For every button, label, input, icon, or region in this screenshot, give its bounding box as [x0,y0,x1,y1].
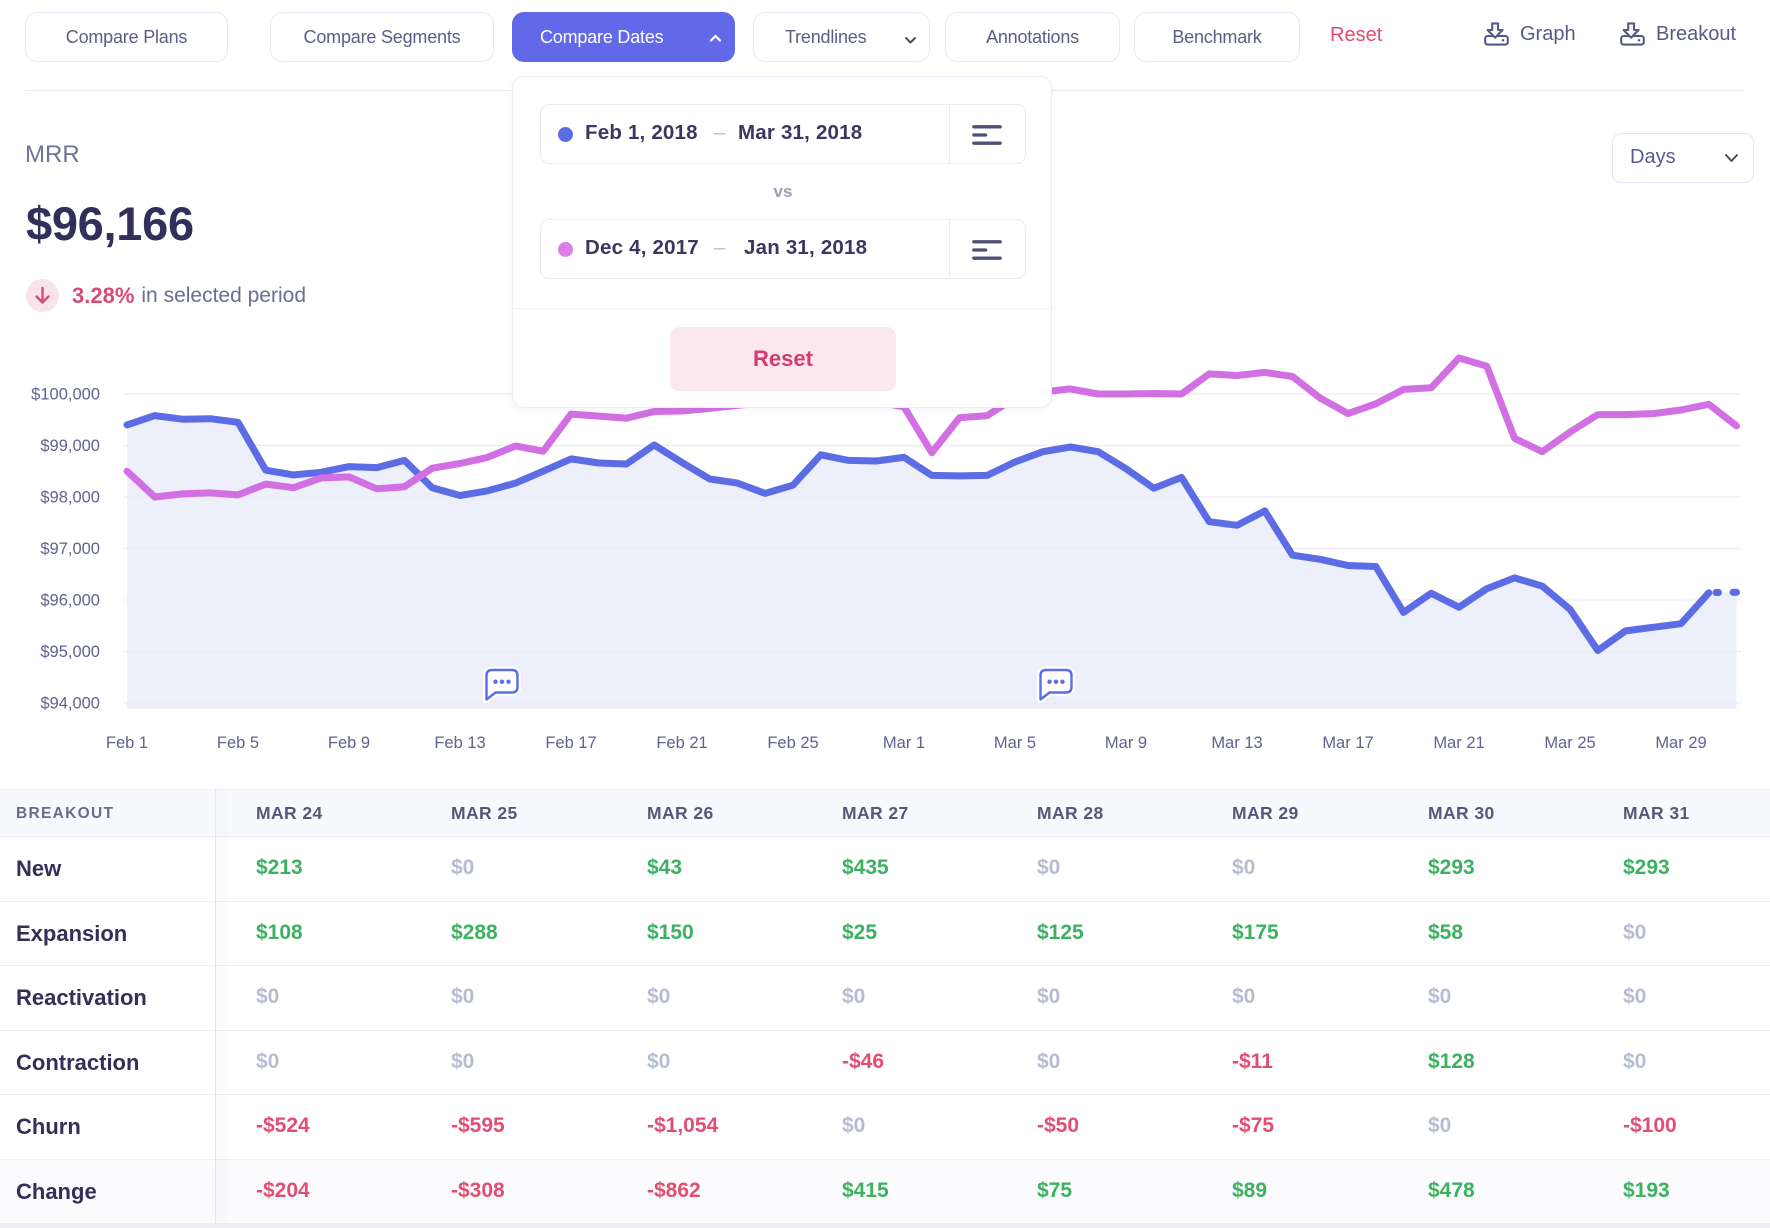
svg-text:Feb 17: Feb 17 [545,734,596,752]
svg-text:Mar 9: Mar 9 [1105,734,1147,752]
svg-text:Mar 1: Mar 1 [883,734,925,752]
svg-text:Mar 29: Mar 29 [1655,734,1706,752]
svg-text:Feb 5: Feb 5 [217,734,259,752]
svg-text:$98,000: $98,000 [40,489,100,507]
svg-text:Mar 17: Mar 17 [1322,734,1373,752]
svg-text:Feb 21: Feb 21 [656,734,707,752]
svg-text:Mar 25: Mar 25 [1544,734,1595,752]
svg-text:$100,000: $100,000 [31,386,100,404]
svg-text:$99,000: $99,000 [40,437,100,455]
svg-text:Mar 21: Mar 21 [1433,734,1484,752]
svg-text:$97,000: $97,000 [40,540,100,558]
svg-text:Feb 1: Feb 1 [106,734,148,752]
svg-text:Feb 9: Feb 9 [328,734,370,752]
svg-text:Mar 5: Mar 5 [994,734,1036,752]
svg-text:$94,000: $94,000 [40,695,100,713]
svg-text:$96,000: $96,000 [40,592,100,610]
svg-text:Feb 13: Feb 13 [434,734,485,752]
svg-text:$95,000: $95,000 [40,643,100,661]
svg-text:Feb 25: Feb 25 [767,734,818,752]
svg-text:Mar 13: Mar 13 [1211,734,1262,752]
